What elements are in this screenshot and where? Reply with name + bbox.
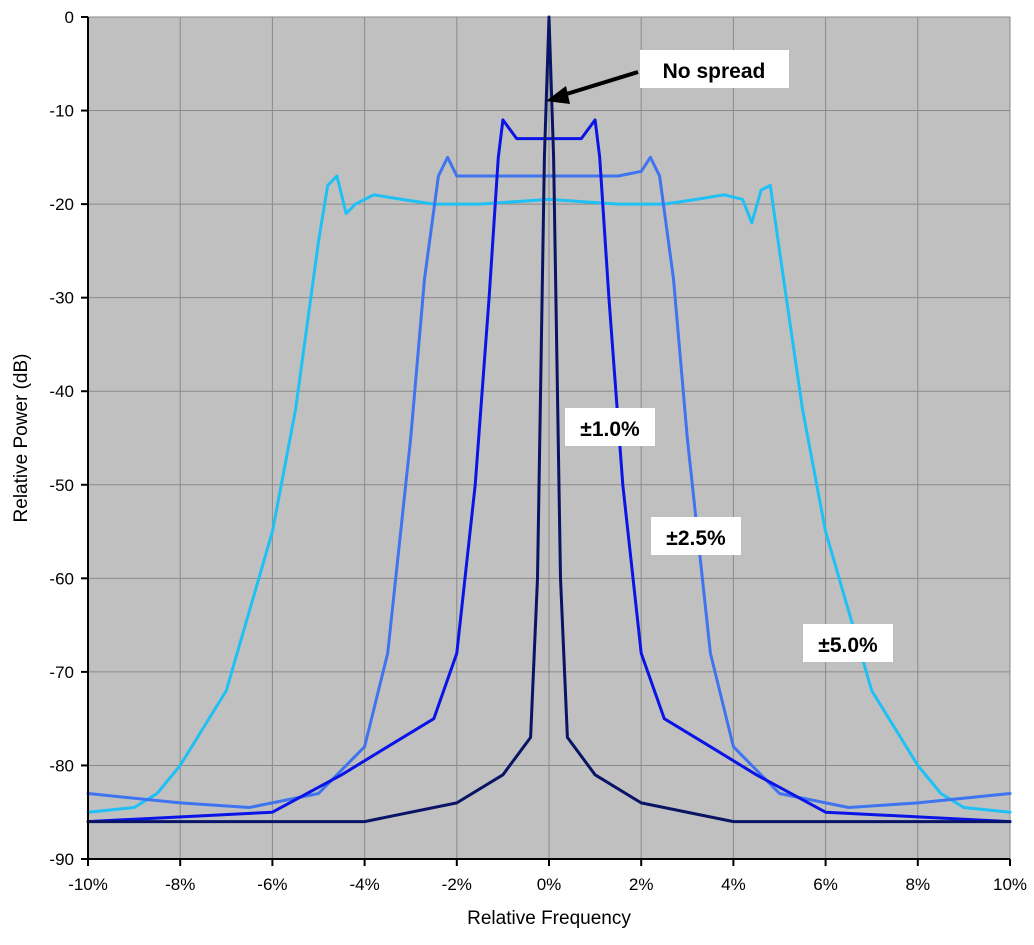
y-tick-label: -40 (49, 382, 74, 401)
x-axis-title: Relative Frequency (467, 908, 631, 929)
series-layer (86, 15, 1012, 824)
x-tick-label: -6% (257, 875, 287, 894)
grid-lines (87, 16, 1011, 860)
y-axis-title: Relative Power (dB) (11, 354, 32, 523)
annotations: No spread ±1.0% ±2.5% ±5.0% (546, 50, 893, 662)
x-tick-label: 2% (629, 875, 654, 894)
x-tick-label: 6% (813, 875, 838, 894)
x-tick-label: -2% (442, 875, 472, 894)
y-tick-label: -70 (49, 663, 74, 682)
y-tick-label: 0 (65, 8, 74, 27)
annotation-box-no-spread (640, 50, 789, 88)
x-tick-label: 10% (993, 875, 1027, 894)
y-tick-label: -60 (49, 569, 74, 588)
annotation-box-2-5pct (651, 517, 741, 555)
x-tick-label: 8% (906, 875, 931, 894)
series-line-2 (86, 118, 1012, 824)
axes (81, 16, 1011, 866)
tick-labels: -10% -8% -6% -4% -2% 0% 2% 4% 6% 8% 10% 0 -10 -20 -30 -… (49, 8, 1027, 894)
annotation-arrowhead (546, 86, 570, 104)
annotation-5pct: ±5.0% (818, 634, 878, 657)
x-tick-label: 4% (721, 875, 746, 894)
x-tick-label: 0% (537, 875, 562, 894)
annotation-arrow-line (559, 70, 639, 98)
series-line-1 (86, 155, 1012, 809)
y-tick-label: -80 (49, 756, 74, 775)
annotation-box-5pct (803, 624, 893, 662)
annotation-1pct: ±1.0% (580, 418, 640, 441)
annotation-no-spread: No spread (663, 60, 766, 83)
y-tick-label: -10 (49, 102, 74, 121)
series-line-3 (86, 15, 1012, 824)
y-tick-label: -30 (49, 289, 74, 308)
x-tick-label: -8% (165, 875, 195, 894)
x-tick-label: -4% (349, 875, 379, 894)
y-tick-label: -90 (49, 850, 74, 869)
annotation-box-1pct (565, 408, 655, 446)
y-tick-label: -20 (49, 195, 74, 214)
series-line-0 (86, 174, 1012, 814)
x-tick-label: -10% (68, 875, 108, 894)
annotation-2-5pct: ±2.5% (666, 527, 726, 550)
y-tick-label: -50 (49, 476, 74, 495)
